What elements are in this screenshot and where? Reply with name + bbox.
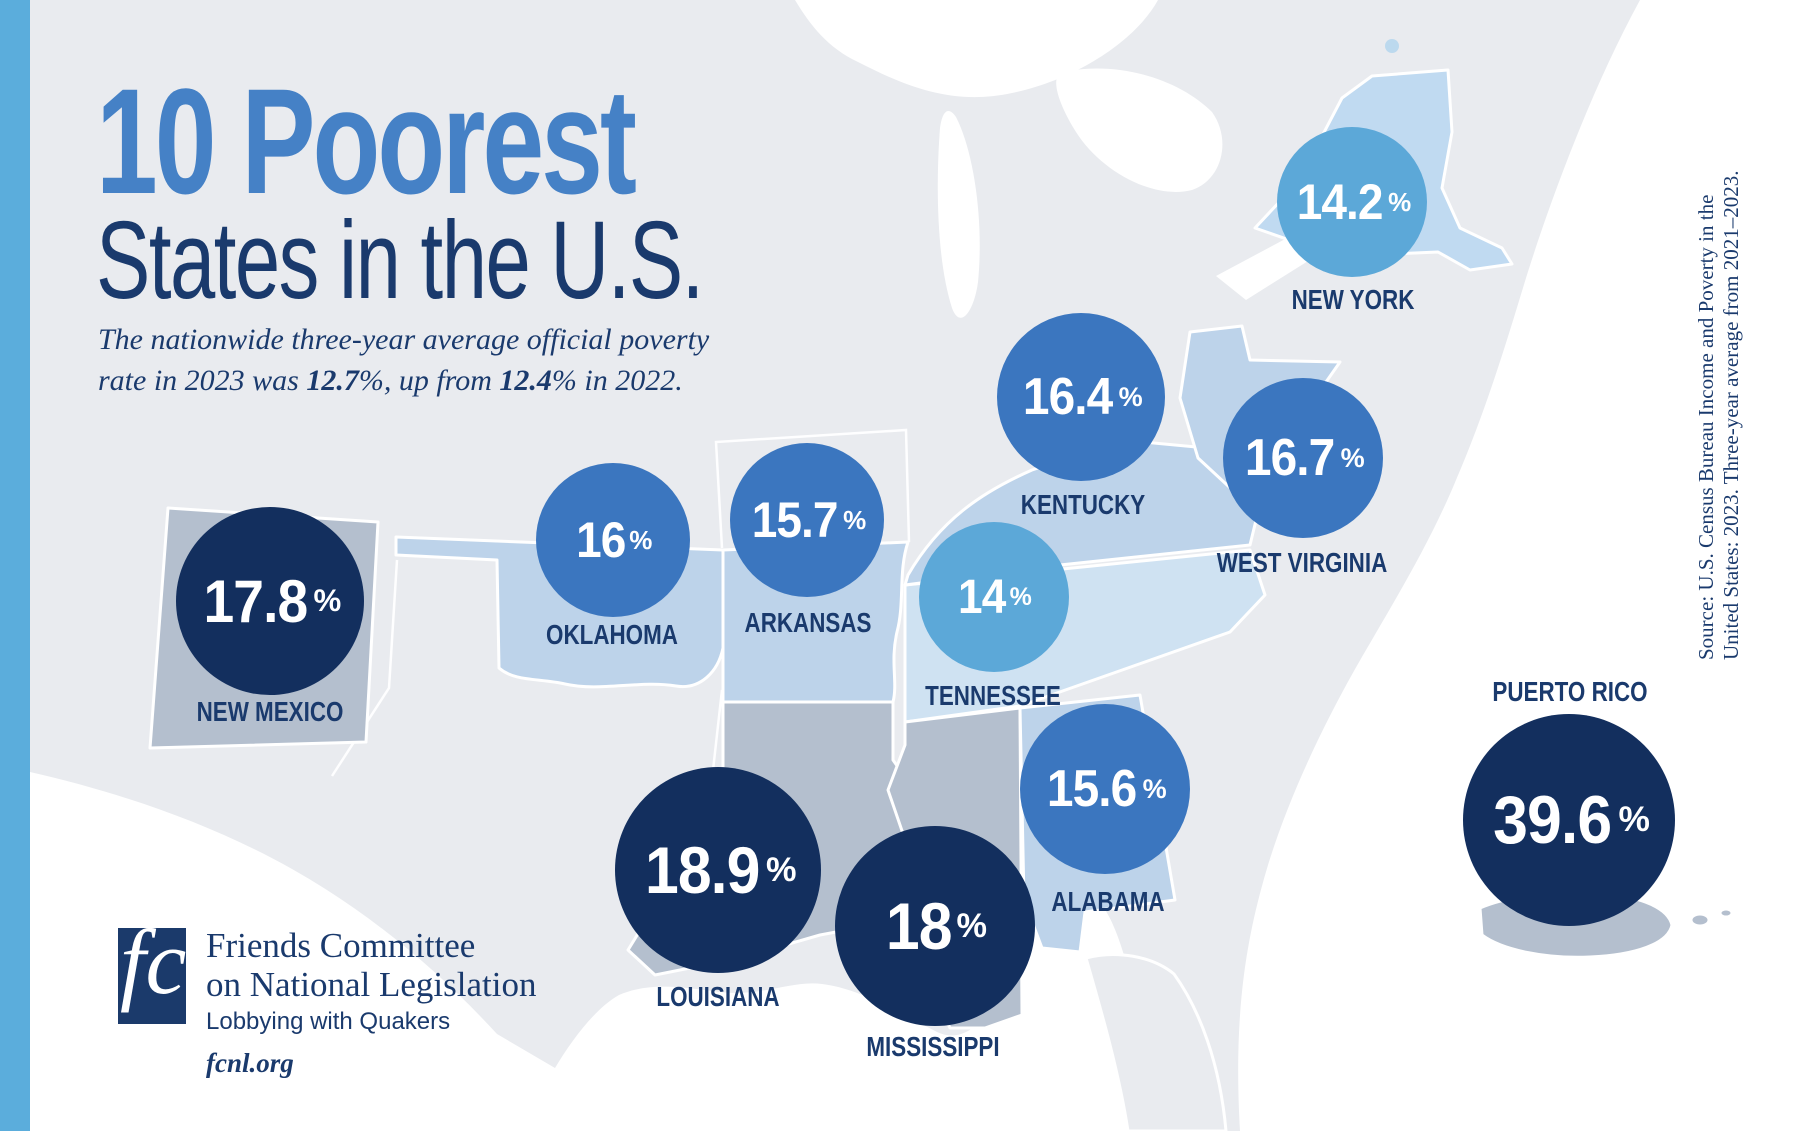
state-circle-louisiana: 18.9%	[615, 767, 821, 973]
state-label-new-mexico: NEW MEXICO	[196, 696, 344, 727]
value-tennessee: 14	[958, 570, 1006, 624]
percent-sign: %	[629, 524, 653, 555]
subtitle-line1: The nationwide three-year average offici…	[98, 320, 709, 361]
lake-michigan-shape	[937, 110, 980, 318]
fcnl-logo-mark: fc	[118, 928, 186, 1024]
state-label-kentucky: KENTUCKY	[1020, 489, 1146, 520]
state-circle-tennessee: 14%	[919, 522, 1069, 672]
percent-sign: %	[1340, 442, 1365, 473]
value-puerto-rico: 39.6	[1493, 782, 1612, 858]
state-label-mississippi: MISSISSIPPI	[866, 1031, 1000, 1062]
state-label-new-york: NEW YORK	[1291, 284, 1415, 315]
state-circle-new-mexico: 17.8%	[176, 507, 364, 695]
florida-shape	[1084, 953, 1228, 1131]
value-oklahoma: 16	[575, 512, 626, 568]
percent-sign: %	[1118, 381, 1143, 412]
subtitle-line2: rate in 2023 was 12.7%, up from 12.4% in…	[98, 361, 709, 402]
fcnl-monogram: fc	[120, 928, 186, 1013]
subtitle-text: The nationwide three-year average offici…	[98, 323, 710, 356]
percent-sign: %	[1142, 773, 1167, 804]
value-louisiana: 18.9	[644, 833, 759, 907]
left-accent-bar	[0, 0, 30, 1131]
subtitle-text: %, up from	[358, 363, 500, 397]
fcnl-website: fcnl.org	[206, 1048, 294, 1078]
subtitle: The nationwide three-year average offici…	[98, 320, 709, 401]
state-label-west-virginia: WEST VIRGINIA	[1216, 547, 1388, 578]
rate-2022: 12.4	[499, 363, 552, 397]
state-circle-kentucky: 16.4%	[997, 313, 1165, 481]
lake-huron-shape	[1056, 68, 1223, 192]
subtitle-text: rate in 2023 was	[98, 363, 307, 397]
value-new-york: 14.2	[1296, 174, 1383, 230]
state-circle-mississippi: 18%	[835, 826, 1035, 1026]
source-line1: Source: U.S. Census Bureau Income and Po…	[1694, 194, 1718, 660]
state-circle-new-york: 14.2%	[1277, 127, 1427, 277]
value-alabama: 15.6	[1047, 760, 1137, 818]
value-arkansas: 15.7	[751, 492, 838, 548]
percent-sign: %	[1388, 186, 1412, 217]
page-title-line2: States in the U.S.	[96, 199, 704, 322]
percent-sign: %	[1618, 800, 1650, 839]
state-label-puerto-rico: PUERTO RICO	[1492, 676, 1648, 707]
small-island-shape	[1689, 912, 1711, 928]
value-kentucky: 16.4	[1023, 368, 1113, 426]
rate-2023: 12.7	[306, 363, 359, 397]
state-circle-alabama: 15.6%	[1020, 704, 1190, 874]
state-circle-puerto-rico: 39.6%	[1463, 714, 1675, 926]
gulf-of-mexico-shape	[30, 772, 1216, 1131]
state-label-oklahoma: OKLAHOMA	[546, 619, 678, 650]
value-new-mexico: 17.8	[203, 567, 308, 635]
state-label-alabama: ALABAMA	[1051, 886, 1165, 917]
percent-sign: %	[843, 504, 867, 535]
value-west-virginia: 16.7	[1245, 429, 1335, 487]
small-island-shape	[1718, 907, 1734, 919]
state-circle-oklahoma: 16%	[536, 463, 690, 617]
fcnl-org-name-line1: Friends Committee	[206, 926, 476, 965]
fcnl-org-name-line2: on National Legislation	[206, 965, 537, 1004]
source-note: Source: U.S. Census Bureau Income and Po…	[1694, 60, 1744, 660]
state-label-arkansas: ARKANSAS	[744, 607, 872, 638]
small-lake-dot	[1385, 39, 1399, 53]
percent-sign: %	[765, 850, 797, 889]
state-circle-west-virginia: 16.7%	[1223, 378, 1383, 538]
value-mississippi: 18	[885, 889, 953, 963]
percent-sign: %	[956, 906, 987, 945]
state-label-louisiana: LOUISIANA	[656, 981, 780, 1012]
page-title-line1: 10 Poorest	[96, 57, 637, 225]
percent-sign: %	[1009, 582, 1032, 611]
state-circle-arkansas: 15.7%	[730, 443, 884, 597]
fcnl-tagline: Lobbying with Quakers	[206, 1008, 451, 1035]
subtitle-text: % in 2022.	[551, 363, 683, 397]
source-line2: United States: 2023. Three-year average …	[1718, 170, 1743, 660]
state-label-tennessee: TENNESSEE	[925, 680, 1061, 711]
percent-sign: %	[313, 583, 342, 618]
